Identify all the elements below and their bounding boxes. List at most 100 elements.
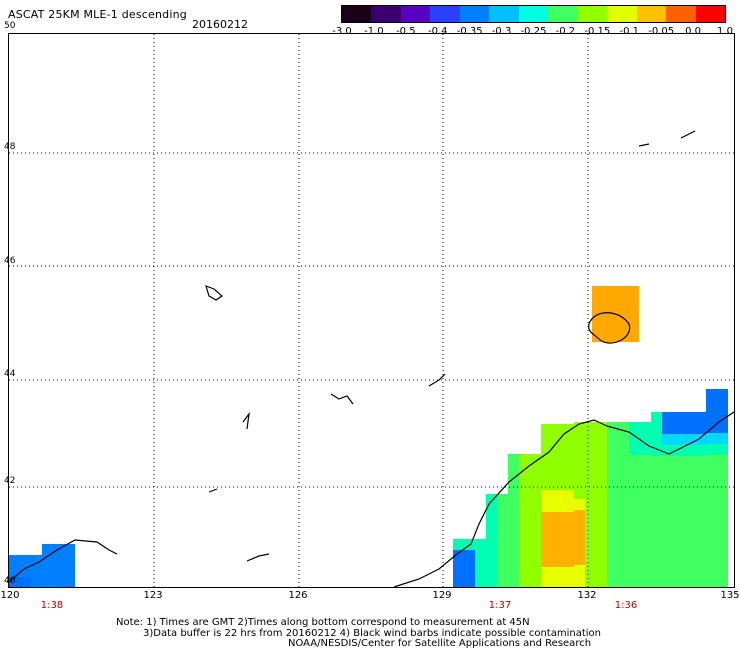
wind-cell [552, 435, 563, 446]
wind-cell [585, 433, 596, 444]
wind-cell [629, 576, 640, 587]
wind-cell [574, 543, 585, 554]
wind-cell [563, 567, 574, 578]
wind-cell [530, 454, 541, 465]
wind-cell [673, 434, 684, 445]
wind-cell [552, 468, 563, 479]
wind-cell [640, 543, 651, 554]
wind-cell [684, 478, 695, 489]
wind-cell [64, 555, 75, 566]
wind-cell [662, 434, 673, 445]
wind-cell [486, 560, 497, 571]
wind-cell [662, 555, 673, 566]
wind-cell [574, 433, 585, 444]
wind-cell [706, 488, 717, 499]
wind-cell [717, 554, 728, 565]
wind-cell [563, 468, 574, 479]
wind-cell [695, 467, 706, 478]
wind-cell [673, 423, 684, 434]
wind-cell [486, 494, 497, 505]
wind-cell [574, 444, 585, 455]
wind-cell [9, 566, 20, 577]
wind-cell [64, 566, 75, 577]
wind-cell [607, 554, 618, 565]
wind-cell [651, 423, 662, 434]
wind-cell [519, 487, 530, 498]
wind-cell [574, 499, 585, 510]
wind-cell [706, 400, 717, 411]
credit-line: NOAA/NESDIS/Center for Satellite Applica… [288, 638, 592, 649]
wind-cell [706, 543, 717, 554]
wind-cell [508, 575, 519, 586]
wind-cell [695, 555, 706, 566]
wind-cell [673, 500, 684, 511]
wind-cell [673, 577, 684, 587]
wind-cell [574, 576, 585, 587]
wind-cell [695, 500, 706, 511]
wind-cell [629, 455, 640, 466]
wind-cell [684, 544, 695, 555]
wind-cell [673, 478, 684, 489]
wind-cell [508, 498, 519, 509]
wind-cell [640, 477, 651, 488]
wind-cell [574, 521, 585, 532]
wind-cell [563, 446, 574, 457]
wind-cell [475, 550, 486, 561]
wind-cell [618, 488, 629, 499]
wind-cell [31, 566, 42, 577]
wind-cell [596, 554, 607, 565]
wind-cell [651, 533, 662, 544]
wind-cell [706, 554, 717, 565]
wind-cell [651, 456, 662, 467]
wind-cell [530, 586, 541, 587]
wind-cell [453, 572, 464, 583]
wind-cell [519, 542, 530, 553]
wind-cell [9, 555, 20, 566]
wind-cell [717, 477, 728, 488]
wind-cell [486, 582, 497, 587]
wind-cell [695, 478, 706, 489]
wind-cell [585, 488, 596, 499]
wind-cell [585, 444, 596, 455]
wind-cell [706, 499, 717, 510]
wind-cell [607, 543, 618, 554]
colorbar-segment [430, 6, 460, 22]
wind-cell [585, 499, 596, 510]
wind-cell [563, 523, 574, 534]
wind-cell [706, 576, 717, 587]
colorbar-tick-label: -0.05 [648, 26, 675, 37]
wind-cell [42, 544, 53, 555]
wind-cell [684, 566, 695, 577]
colorbar-segment [636, 6, 667, 22]
wind-cell [662, 489, 673, 500]
wind-cell [618, 532, 629, 543]
wind-cell [563, 490, 574, 501]
wind-cell [519, 498, 530, 509]
wind-cell [706, 455, 717, 466]
wind-cell [673, 445, 684, 456]
wind-cell [607, 521, 618, 532]
wind-cell [695, 456, 706, 467]
wind-cell [629, 488, 640, 499]
wind-cell [607, 510, 618, 521]
wind-cell [640, 521, 651, 532]
wind-cell [563, 479, 574, 490]
wind-cell [651, 478, 662, 489]
map-canvas [9, 34, 734, 587]
note-line-1: Note: 1) Times are GMT 2)Times along bot… [116, 617, 530, 628]
wind-cell [53, 566, 64, 577]
wind-cell [695, 412, 706, 423]
wind-cell [585, 565, 596, 576]
wind-cell [651, 500, 662, 511]
wind-cell [618, 466, 629, 477]
longitude-label: 132 [577, 590, 597, 601]
coastline-segment [680, 130, 696, 139]
wind-cell [629, 499, 640, 510]
longitude-label: 126 [288, 590, 308, 601]
wind-cell [651, 522, 662, 533]
wind-cell [684, 467, 695, 478]
coastline-segment [242, 411, 250, 430]
latitude-label: 46 [4, 256, 16, 266]
colorbar [341, 5, 726, 23]
wind-cell [585, 466, 596, 477]
